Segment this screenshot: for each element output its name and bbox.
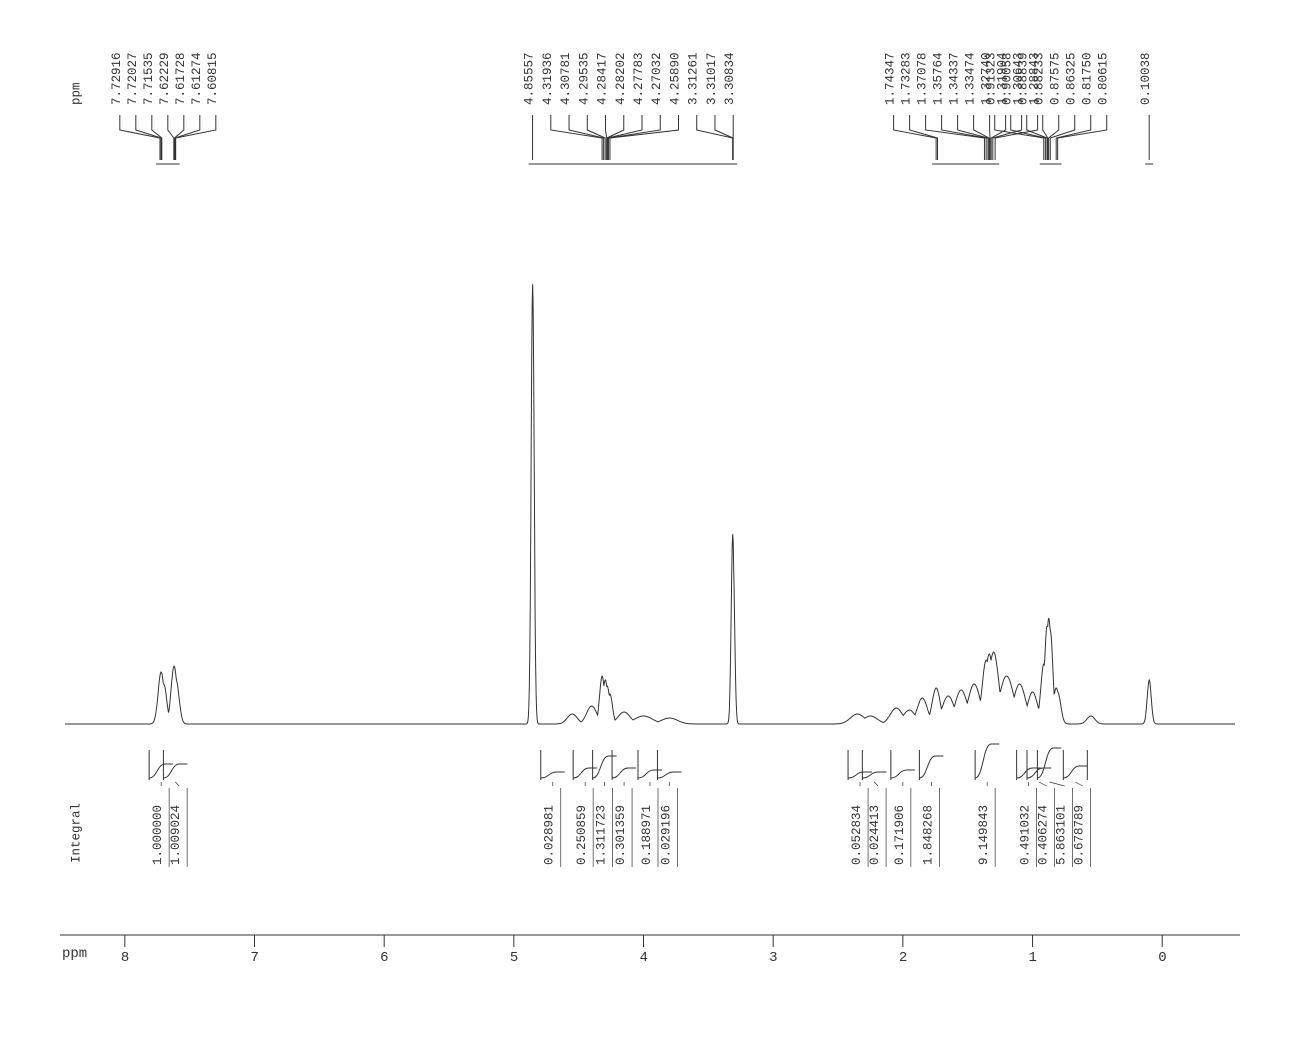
peak-ppm-label: 0.86325 <box>1065 52 1079 105</box>
integral-step <box>657 772 681 778</box>
peak-ppm-label: 4.28417 <box>596 52 610 105</box>
ppm-axis-tick-label: 1 <box>1029 950 1037 966</box>
peak-ppm-label: 1.37078 <box>916 52 930 105</box>
peak-ppm-label: 0.10038 <box>1139 52 1153 105</box>
ppm-axis-tick-label: 5 <box>510 950 518 966</box>
peak-leader <box>176 115 216 160</box>
peak-ppm-label: 0.88839 <box>1017 52 1031 105</box>
peak-leader <box>610 115 679 160</box>
peak-ppm-label: 3.31017 <box>705 52 719 105</box>
ppm-axis-tick-label: 8 <box>121 950 129 966</box>
integral-value: 0.028981 <box>543 805 557 865</box>
integral-value: 0.250859 <box>575 805 589 865</box>
integral-label-connector <box>1039 782 1047 786</box>
peak-ppm-label: 0.81750 <box>1081 52 1095 105</box>
peak-ppm-label: 1.35764 <box>932 52 946 105</box>
peak-ppm-label: 3.31261 <box>687 52 701 105</box>
integral-value: 1.848268 <box>921 805 935 865</box>
peak-ppm-label: 4.25890 <box>668 52 682 105</box>
integral-step <box>848 772 872 778</box>
peak-ppm-label: 7.61728 <box>174 52 188 105</box>
peak-ppm-label: 1.74347 <box>884 52 898 105</box>
integral-step <box>638 770 662 778</box>
ppm-axis-tick-label: 4 <box>640 950 648 966</box>
integral-value: 0.052834 <box>850 805 864 865</box>
integral-step <box>593 756 617 778</box>
peak-ppm-label: 7.61274 <box>190 52 204 105</box>
integral-step <box>573 768 597 778</box>
peak-ppm-label: 0.88233 <box>1033 52 1047 105</box>
integral-step <box>149 764 173 778</box>
peak-ppm-label: 4.29535 <box>577 52 591 105</box>
integral-label-connector <box>874 782 878 786</box>
peak-ppm-label: 1.34337 <box>948 52 962 105</box>
ppm-axis-label: ppm <box>62 946 87 962</box>
peak-leader <box>551 115 602 160</box>
integral-step <box>612 768 636 778</box>
ppm-axis-tick-label: 6 <box>380 950 388 966</box>
peak-leader <box>1058 115 1107 160</box>
integral-value: 1.009024 <box>169 805 183 865</box>
peak-ppm-label: 1.73283 <box>900 52 914 105</box>
integral-value: 0.024413 <box>868 805 882 865</box>
integral-value: 1.311723 <box>595 805 609 865</box>
peak-leader <box>995 115 1044 160</box>
peak-ppm-label: 4.28202 <box>614 52 628 105</box>
integral-label-connector <box>1075 782 1082 786</box>
peak-leader <box>120 115 160 160</box>
peak-leader <box>894 115 936 160</box>
ppm-axis-tick-label: 2 <box>899 950 907 966</box>
integral-label-connector <box>175 782 179 786</box>
peak-ppm-label: 0.90058 <box>1001 52 1015 105</box>
integral-value: 0.301359 <box>614 805 628 865</box>
peak-ppm-label: 7.72916 <box>110 52 124 105</box>
peak-ppm-label: 7.72027 <box>126 52 140 105</box>
peak-ppm-label: 0.87575 <box>1049 52 1063 105</box>
integral-value: 0.171906 <box>893 805 907 865</box>
peak-ppm-label: 0.80615 <box>1097 52 1111 105</box>
integral-step <box>919 756 943 778</box>
peak-ppm-label: 4.85557 <box>523 52 537 105</box>
peak-label-axis: ppm <box>69 82 83 105</box>
peak-ppm-label: 7.62229 <box>158 52 172 105</box>
integral-axis-label: Integral <box>69 803 83 863</box>
ppm-axis-tick-label: 3 <box>769 950 777 966</box>
peak-ppm-label: 0.91323 <box>985 52 999 105</box>
spectrum-trace <box>65 284 1235 724</box>
integral-label-connector <box>1049 782 1064 786</box>
integral-step <box>163 764 187 778</box>
peak-leader <box>995 115 1037 160</box>
integral-value: 1.000000 <box>151 805 165 865</box>
ppm-axis-tick-label: 0 <box>1158 950 1166 966</box>
integral-step <box>891 770 915 778</box>
peak-ppm-label: 4.27783 <box>632 52 646 105</box>
ppm-axis-tick-label: 7 <box>251 950 259 966</box>
integral-value: 0.029196 <box>659 805 673 865</box>
integral-value: 5.863101 <box>1055 805 1069 865</box>
integral-value: 0.491032 <box>1019 805 1033 865</box>
nmr-spectrum-svg: ppm 8 7 6 5 4 3 2 1 0 ppm 7.729167.720277.715357.62… <box>0 0 1294 1056</box>
nmr-spectrum-page: { "meta": { "width": 1294, "height": 105… <box>0 0 1294 1056</box>
peak-leader <box>168 115 174 160</box>
peak-ppm-label: 4.27032 <box>650 52 664 105</box>
peak-ppm-label: 3.30834 <box>723 52 737 105</box>
integral-step <box>1063 766 1087 778</box>
peak-ppm-label: 4.31936 <box>541 52 555 105</box>
peak-ppm-label: 1.33474 <box>964 52 978 105</box>
peak-ppm-label: 7.71535 <box>142 52 156 105</box>
integral-value: 9.149843 <box>977 805 991 865</box>
integral-step <box>1037 748 1061 778</box>
integral-step <box>541 772 565 778</box>
peak-ppm-label: 7.60815 <box>206 52 220 105</box>
integral-step <box>975 744 999 778</box>
integral-value: 0.406274 <box>1037 805 1051 865</box>
integral-step <box>1027 768 1051 778</box>
integral-value: 0.188971 <box>640 805 654 865</box>
peak-ppm-label: 4.30781 <box>559 52 573 105</box>
integral-value: 0.678789 <box>1073 805 1087 865</box>
integral-step <box>862 772 886 778</box>
